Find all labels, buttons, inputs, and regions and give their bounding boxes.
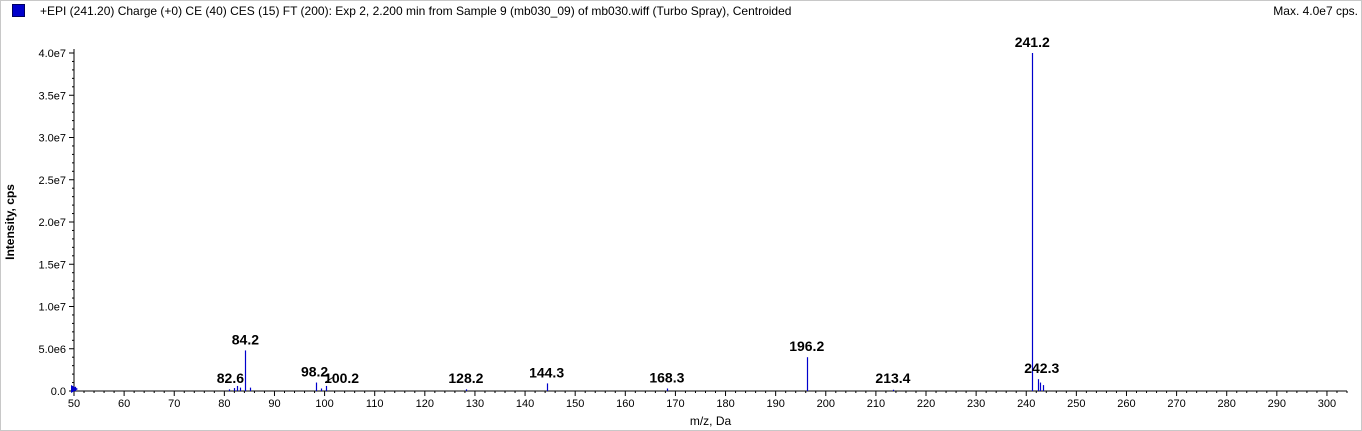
x-tick-label: 130 [466, 398, 484, 410]
peak-label: 242.3 [1024, 360, 1059, 376]
peak-label: 128.2 [448, 370, 483, 386]
x-tick-label: 60 [118, 398, 130, 410]
x-tick-label: 200 [817, 398, 835, 410]
x-tick-label: 190 [766, 398, 784, 410]
peak-label: 213.4 [875, 370, 910, 386]
y-tick-label: 1.0e7 [38, 302, 66, 314]
x-tick-label: 50 [68, 398, 80, 410]
x-tick-label: 80 [218, 398, 230, 410]
x-tick-label: 100 [315, 398, 333, 410]
x-tick-label: 150 [566, 398, 584, 410]
peak-label: 82.6 [217, 370, 244, 386]
x-tick-label: 240 [1017, 398, 1035, 410]
peak-label: 144.3 [529, 364, 564, 380]
x-tick-label: 160 [616, 398, 634, 410]
x-tick-label: 70 [168, 398, 180, 410]
label-leader [325, 376, 334, 383]
peak-label: 241.2 [1015, 34, 1050, 50]
y-tick-label: 3.5e7 [38, 90, 66, 102]
peak-label: 168.3 [649, 369, 684, 385]
y-axis-title: Intensity, cps [3, 184, 17, 260]
y-tick-label: 3.0e7 [38, 133, 66, 145]
x-tick-label: 210 [867, 398, 885, 410]
spectrum-title: +EPI (241.20) Charge (+0) CE (40) CES (1… [40, 4, 792, 18]
peaks-group [71, 53, 1045, 393]
max-intensity-label: Max. 4.0e7 cps. [1273, 4, 1358, 18]
x-tick-label: 120 [416, 398, 434, 410]
x-tick-label: 230 [967, 398, 985, 410]
x-axis-title: m/z, Da [690, 414, 732, 428]
y-tick-label: 2.5e7 [38, 175, 66, 187]
y-tick-label: 2.0e7 [38, 217, 66, 229]
x-tick-label: 290 [1268, 398, 1286, 410]
x-tick-label: 110 [366, 398, 384, 410]
y-tick-label: 5.0e6 [38, 344, 66, 356]
axes: 50 60 70 80 90 100 110 120 130 140 150 160 170 180 190… [38, 48, 1348, 410]
series-color-swatch[interactable] [12, 4, 25, 17]
peak-label: 100.2 [324, 370, 359, 386]
x-tick-label: 140 [516, 398, 534, 410]
x-tick-label: 90 [268, 398, 280, 410]
x-tick-label: 250 [1067, 398, 1085, 410]
x-tick-label: 260 [1117, 398, 1135, 410]
x-tick-label: 220 [917, 398, 935, 410]
peak-label: 98.2 [301, 364, 328, 380]
y-tick-label: 4.0e7 [38, 48, 66, 60]
x-tick-label: 300 [1318, 398, 1336, 410]
x-tick-label: 180 [716, 398, 734, 410]
y-tick-label: 1.5e7 [38, 259, 66, 271]
peak-label: 196.2 [789, 338, 824, 354]
x-tick-label: 270 [1167, 398, 1185, 410]
y-tick-label: 0.0 [51, 386, 66, 398]
origin-marker [71, 385, 78, 393]
x-tick-label: 170 [666, 398, 684, 410]
x-tick-label: 280 [1218, 398, 1236, 410]
peak-label: 84.2 [232, 331, 259, 347]
